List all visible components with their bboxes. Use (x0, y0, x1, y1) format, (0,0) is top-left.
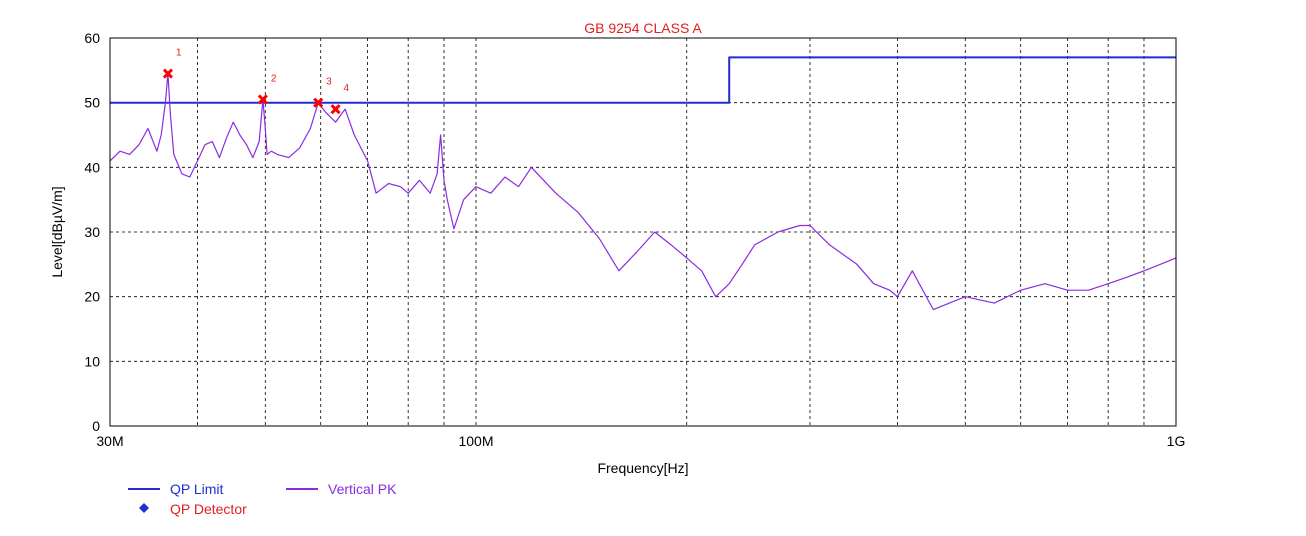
y-tick-label: 40 (84, 159, 100, 175)
plot-frame (109, 37, 1177, 427)
y-tick-label: 50 (84, 95, 100, 111)
chart-title: GB 9254 CLASS A (584, 20, 702, 36)
legend-swatch-qp-detector (139, 503, 149, 513)
ticks-layer: 0 10 20 30 40 50 60 30M 100M 1G (84, 30, 1185, 449)
vertical-pk-line (109, 72, 1177, 311)
grid-layer (109, 37, 1177, 427)
legend-label-qp-limit: QP Limit (170, 481, 224, 497)
peak-marker-stroke (162, 68, 174, 79)
peak-marker: 4 (330, 83, 350, 115)
y-tick-label: 30 (84, 224, 100, 240)
qp-limit-line (110, 56, 1176, 104)
peak-marker-label: 4 (344, 83, 350, 94)
legend-label-vertical-pk: Vertical PK (328, 481, 397, 497)
peak-marker-stroke (330, 104, 341, 115)
y-tick-label: 0 (92, 418, 100, 434)
y-tick-label: 20 (84, 289, 100, 305)
series-layer (109, 56, 1177, 311)
x-axis-label: Frequency[Hz] (597, 460, 688, 476)
markers-layer: 1 2 3 4 (162, 48, 350, 115)
peak-marker-label: 2 (271, 73, 277, 84)
peak-marker-label: 3 (326, 77, 332, 88)
peak-marker: 3 (313, 77, 332, 108)
legend-label-qp-detector: QP Detector (170, 501, 247, 517)
peak-marker: 1 (162, 48, 182, 79)
peak-marker-label: 1 (176, 48, 182, 59)
x-tick-label: 1G (1167, 433, 1186, 449)
y-axis-label: Level[dBµV/m] (49, 186, 65, 277)
x-tick-label: 100M (458, 433, 493, 449)
peak-marker-stroke (257, 94, 268, 105)
legend: QP Limit Vertical PK QP Detector (128, 481, 397, 517)
peak-marker-stroke (313, 97, 324, 108)
x-tick-label: 30M (96, 433, 123, 449)
y-tick-label: 10 (84, 353, 100, 369)
peak-marker: 2 (257, 73, 277, 105)
y-tick-label: 60 (84, 30, 100, 46)
